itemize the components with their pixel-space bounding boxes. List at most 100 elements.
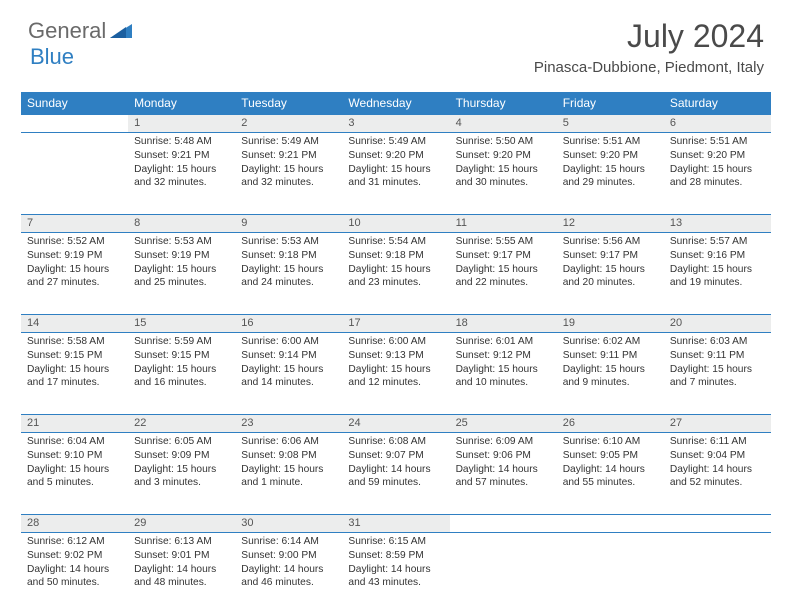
day-info-line: Daylight: 14 hours and 59 minutes. (348, 463, 443, 491)
dayname: Sunday (21, 92, 128, 115)
day-info-line: Daylight: 15 hours and 32 minutes. (241, 163, 336, 191)
dayname: Friday (557, 92, 664, 115)
day-cell: Sunrise: 6:08 AMSunset: 9:07 PMDaylight:… (342, 433, 449, 515)
day-info-line: Daylight: 15 hours and 9 minutes. (563, 363, 658, 391)
day-number (450, 515, 557, 533)
dayname: Tuesday (235, 92, 342, 115)
day-info-line: Sunrise: 5:48 AM (134, 135, 229, 149)
day-number: 9 (235, 215, 342, 233)
day-cell: Sunrise: 6:12 AMSunset: 9:02 PMDaylight:… (21, 533, 128, 615)
day-info-line: Sunrise: 6:08 AM (348, 435, 443, 449)
day-number: 10 (342, 215, 449, 233)
day-info-line: Daylight: 15 hours and 14 minutes. (241, 363, 336, 391)
location: Pinasca-Dubbione, Piedmont, Italy (534, 59, 764, 76)
day-number: 3 (342, 115, 449, 133)
day-cell: Sunrise: 5:48 AMSunset: 9:21 PMDaylight:… (128, 133, 235, 215)
day-info-line: Daylight: 15 hours and 16 minutes. (134, 363, 229, 391)
day-info-line: Daylight: 15 hours and 23 minutes. (348, 263, 443, 291)
day-info-line: Sunrise: 5:56 AM (563, 235, 658, 249)
day-info-line: Sunset: 9:18 PM (348, 249, 443, 263)
day-info-line: Sunset: 9:18 PM (241, 249, 336, 263)
dayname: Monday (128, 92, 235, 115)
day-info-line: Sunset: 9:20 PM (456, 149, 551, 163)
day-cell: Sunrise: 5:53 AMSunset: 9:19 PMDaylight:… (128, 233, 235, 315)
day-info-line: Sunrise: 6:05 AM (134, 435, 229, 449)
day-info-line: Sunset: 9:20 PM (670, 149, 765, 163)
day-info-line: Sunrise: 5:58 AM (27, 335, 122, 349)
day-cell: Sunrise: 6:00 AMSunset: 9:14 PMDaylight:… (235, 333, 342, 415)
day-info-line: Sunset: 9:15 PM (134, 349, 229, 363)
dayname-row: Sunday Monday Tuesday Wednesday Thursday… (21, 92, 771, 115)
day-info-line: Daylight: 15 hours and 3 minutes. (134, 463, 229, 491)
day-number: 31 (342, 515, 449, 533)
day-info-line: Sunset: 9:16 PM (670, 249, 765, 263)
day-number: 29 (128, 515, 235, 533)
day-cell: Sunrise: 6:02 AMSunset: 9:11 PMDaylight:… (557, 333, 664, 415)
day-number: 20 (664, 315, 771, 333)
day-number: 4 (450, 115, 557, 133)
logo: General (28, 18, 134, 44)
day-info-line: Daylight: 14 hours and 52 minutes. (670, 463, 765, 491)
day-cell: Sunrise: 5:56 AMSunset: 9:17 PMDaylight:… (557, 233, 664, 315)
day-info-line: Sunrise: 6:01 AM (456, 335, 551, 349)
day-number: 18 (450, 315, 557, 333)
day-info-line: Sunset: 9:17 PM (456, 249, 551, 263)
day-info-line: Sunrise: 6:14 AM (241, 535, 336, 549)
day-info-line: Sunset: 9:13 PM (348, 349, 443, 363)
daynum-row: 28293031 (21, 515, 771, 533)
day-info-line: Sunset: 9:10 PM (27, 449, 122, 463)
day-info-line: Sunset: 9:09 PM (134, 449, 229, 463)
day-info-line: Sunset: 9:12 PM (456, 349, 551, 363)
day-info-line: Sunset: 9:15 PM (27, 349, 122, 363)
day-info-line: Daylight: 15 hours and 10 minutes. (456, 363, 551, 391)
day-cell: Sunrise: 6:05 AMSunset: 9:09 PMDaylight:… (128, 433, 235, 515)
daynum-row: 78910111213 (21, 215, 771, 233)
day-info-line: Sunrise: 6:03 AM (670, 335, 765, 349)
day-info-line: Sunrise: 5:57 AM (670, 235, 765, 249)
day-cell: Sunrise: 6:15 AMSunset: 8:59 PMDaylight:… (342, 533, 449, 615)
day-content-row: Sunrise: 6:12 AMSunset: 9:02 PMDaylight:… (21, 533, 771, 615)
day-info-line: Sunrise: 5:53 AM (241, 235, 336, 249)
day-info-line: Sunrise: 6:10 AM (563, 435, 658, 449)
day-number: 22 (128, 415, 235, 433)
day-number: 27 (664, 415, 771, 433)
day-info-line: Daylight: 15 hours and 20 minutes. (563, 263, 658, 291)
day-info-line: Daylight: 14 hours and 57 minutes. (456, 463, 551, 491)
day-cell: Sunrise: 5:55 AMSunset: 9:17 PMDaylight:… (450, 233, 557, 315)
day-number: 21 (21, 415, 128, 433)
day-number: 14 (21, 315, 128, 333)
day-info-line: Daylight: 15 hours and 22 minutes. (456, 263, 551, 291)
day-info-line: Sunset: 9:21 PM (134, 149, 229, 163)
day-info-line: Daylight: 15 hours and 25 minutes. (134, 263, 229, 291)
day-number: 16 (235, 315, 342, 333)
day-info-line: Sunset: 9:17 PM (563, 249, 658, 263)
day-info-line: Sunrise: 6:11 AM (670, 435, 765, 449)
day-number: 26 (557, 415, 664, 433)
day-info-line: Sunrise: 6:00 AM (241, 335, 336, 349)
day-cell: Sunrise: 6:09 AMSunset: 9:06 PMDaylight:… (450, 433, 557, 515)
day-info-line: Sunrise: 5:51 AM (563, 135, 658, 149)
logo-text-2: Blue (30, 44, 74, 69)
day-cell: Sunrise: 6:01 AMSunset: 9:12 PMDaylight:… (450, 333, 557, 415)
dayname: Wednesday (342, 92, 449, 115)
day-info-line: Sunrise: 5:49 AM (241, 135, 336, 149)
day-cell: Sunrise: 5:53 AMSunset: 9:18 PMDaylight:… (235, 233, 342, 315)
day-number: 15 (128, 315, 235, 333)
day-number: 30 (235, 515, 342, 533)
day-info-line: Daylight: 15 hours and 27 minutes. (27, 263, 122, 291)
day-info-line: Sunrise: 5:54 AM (348, 235, 443, 249)
day-number: 24 (342, 415, 449, 433)
day-info-line: Daylight: 15 hours and 24 minutes. (241, 263, 336, 291)
day-info-line: Sunset: 9:14 PM (241, 349, 336, 363)
day-info-line: Sunset: 9:11 PM (563, 349, 658, 363)
day-info-line: Sunrise: 5:55 AM (456, 235, 551, 249)
day-cell: Sunrise: 6:13 AMSunset: 9:01 PMDaylight:… (128, 533, 235, 615)
day-number: 23 (235, 415, 342, 433)
day-info-line: Sunrise: 5:49 AM (348, 135, 443, 149)
day-cell (557, 533, 664, 615)
day-info-line: Daylight: 15 hours and 28 minutes. (670, 163, 765, 191)
day-info-line: Daylight: 14 hours and 50 minutes. (27, 563, 122, 591)
day-cell: Sunrise: 6:11 AMSunset: 9:04 PMDaylight:… (664, 433, 771, 515)
day-cell: Sunrise: 6:04 AMSunset: 9:10 PMDaylight:… (21, 433, 128, 515)
day-number: 25 (450, 415, 557, 433)
